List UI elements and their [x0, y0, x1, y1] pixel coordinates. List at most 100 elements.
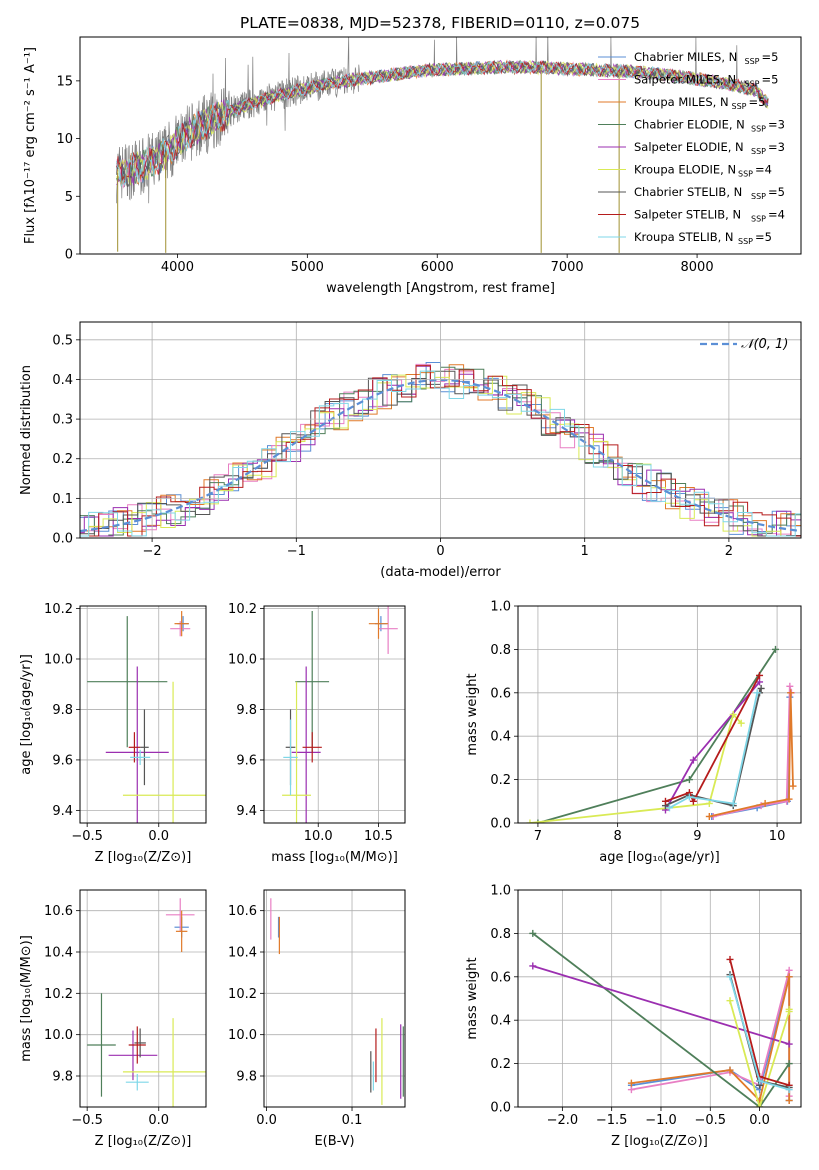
x-tick-label: −1.5: [596, 1113, 628, 1128]
figure-title: PLATE=0838, MJD=52378, FIBERID=0110, z=0…: [240, 14, 640, 32]
legend-subscript: SSP: [751, 147, 766, 156]
x-tick-label: −1: [287, 544, 306, 559]
y-tick-label: 10.4: [228, 946, 257, 961]
y-tick-label: 0.6: [490, 970, 511, 985]
x-tick-label: 4000: [161, 260, 194, 275]
axes-frame: [517, 605, 802, 824]
y-tick-label: 9.6: [236, 753, 257, 768]
y-tick-label: 0.6: [490, 686, 511, 701]
legend-label: Salpeter ELODIE, N: [634, 140, 744, 154]
x-tick-label: 0.0: [148, 829, 169, 844]
histogram-step: [80, 370, 801, 537]
legend-label: Salpeter MILES, N: [634, 73, 736, 87]
x-tick-label: 2: [725, 544, 733, 559]
y-tick-label: 10.2: [228, 602, 257, 617]
y-tick-label: 0.5: [52, 333, 73, 348]
y-axis-label: age [log₁₀(age/yr)]: [19, 654, 34, 775]
y-tick-label: 10: [56, 132, 73, 147]
legend-label: Kroupa MILES, N: [634, 95, 729, 109]
y-tick-label: 10.0: [44, 1028, 73, 1043]
x-tick-label: −0.5: [71, 829, 103, 844]
y-tick-label: 0.0: [490, 817, 511, 832]
weight-line: [532, 965, 790, 1045]
x-tick-label: −0.5: [71, 1113, 103, 1128]
legend-label: Chabrier MILES, N: [634, 50, 737, 64]
errorbar-points: [282, 606, 398, 823]
x-tick-label: 5000: [291, 260, 324, 275]
errorbar-points: [87, 611, 206, 823]
legend-subscript: SSP: [751, 215, 766, 224]
legend-value: =5: [768, 185, 785, 199]
weight-series: [529, 929, 793, 1107]
spectrum-lines: [116, 37, 769, 253]
x-tick-label: 10.0: [304, 829, 333, 844]
x-tick-label: −1.0: [645, 1113, 677, 1128]
legend-value: =5: [755, 230, 772, 244]
x-axis-label: Z [log₁₀(Z/Z⊙)]: [95, 850, 192, 865]
residual-panel: −2 −1 0 1 2 0.0 0.1 0.2 0.3 0.4 0.5 (data-model)/er…: [19, 321, 802, 580]
y-tick-label: 0.4: [52, 373, 73, 388]
weight-line: [711, 692, 792, 818]
y-tick-label: 0.3: [52, 413, 73, 428]
y-tick-label: 0.4: [490, 730, 511, 745]
weight-series: [526, 645, 797, 823]
y-tick-label: 0.2: [52, 452, 73, 467]
legend-subscript: SSP: [745, 80, 760, 89]
x-axis-label: age [log₁₀(age/yr)]: [599, 850, 720, 865]
y-tick-label: 15: [56, 74, 73, 89]
legend-subscript: SSP: [751, 192, 766, 201]
legend-label: 𝒩(0, 1): [741, 337, 788, 352]
axes-frame: [79, 889, 207, 1108]
weight-line: [669, 692, 759, 809]
x-tick-label: 6000: [421, 260, 454, 275]
legend-value: =5: [762, 50, 779, 64]
x-tick-label: −0.5: [694, 1113, 726, 1128]
age-vs-mass-panel: 10.0 10.5 9.4 9.6 9.8 10.0 10.2 mass [log₁₀(M/M…: [228, 602, 406, 865]
errorbar-points: [270, 898, 404, 1105]
histogram-step: [80, 365, 801, 537]
y-tick-label: 0.8: [490, 643, 511, 658]
y-axis-label: Normed distribution: [19, 365, 34, 495]
residual-lines: [80, 362, 801, 537]
y-tick-label: 9.8: [236, 703, 257, 718]
errorbar-points: [87, 898, 206, 1107]
legend-subscript: SSP: [751, 125, 766, 134]
x-tick-label: 0.0: [256, 1113, 277, 1128]
y-tick-label: 0.4: [490, 1014, 511, 1029]
legend-value: =4: [755, 163, 772, 177]
y-tick-label: 10.4: [44, 946, 73, 961]
x-tick-label: 7000: [551, 260, 584, 275]
legend-label: Chabrier ELODIE, N: [634, 118, 745, 132]
y-tick-label: 0: [65, 248, 73, 263]
axes-frame: [263, 889, 406, 1108]
axes-frame: [79, 36, 802, 255]
axes-frame: [79, 889, 207, 1108]
x-axis-label: Z [log₁₀(Z/Z⊙)]: [611, 1134, 708, 1149]
x-tick-label: 0.0: [749, 1113, 770, 1128]
axes-frame: [517, 889, 802, 1108]
axes-frame: [263, 889, 406, 1108]
axes-frame: [263, 605, 406, 824]
x-tick-label: 7: [534, 829, 542, 844]
legend-label: Salpeter STELIB, N: [634, 208, 741, 222]
spectrum-panel: 4000 5000 6000 7000 8000 0 5 10 15 wavelength [An…: [23, 36, 802, 296]
x-axis-label: wavelength [Angstrom, rest frame]: [326, 281, 555, 296]
mass-weight-vs-age-panel: 7 8 9 10 0.0 0.2 0.4 0.6 0.8 1.0 age [log₁₀(age/yr…: [465, 600, 802, 865]
x-tick-label: 10.5: [364, 829, 393, 844]
legend-value: =5: [762, 73, 779, 87]
mass-weight-vs-Z-panel: −2.0 −1.5 −1.0 −0.5 0.0 0.0 0.2 0.4 0.6 0.8 1.0 Z […: [465, 884, 802, 1149]
x-axis-label: mass [log₁₀(M/M⊙)]: [271, 850, 398, 865]
x-tick-label: −2: [143, 544, 162, 559]
mass-vs-Z-panel: −0.5 0.0 9.8 10.0 10.2 10.4 10.6 Z [log₁₀(Z/Z⊙)…: [19, 889, 207, 1149]
y-tick-label: 0.0: [490, 1101, 511, 1116]
legend-value: =3: [768, 140, 785, 154]
x-tick-label: 8000: [681, 260, 714, 275]
x-tick-label: 0.0: [148, 1113, 169, 1128]
legend-subscript: SSP: [732, 102, 747, 111]
y-tick-label: 0.0: [52, 532, 73, 547]
axes-frame: [263, 605, 406, 824]
y-tick-label: 10.0: [44, 652, 73, 667]
axes-frame: [79, 605, 207, 824]
